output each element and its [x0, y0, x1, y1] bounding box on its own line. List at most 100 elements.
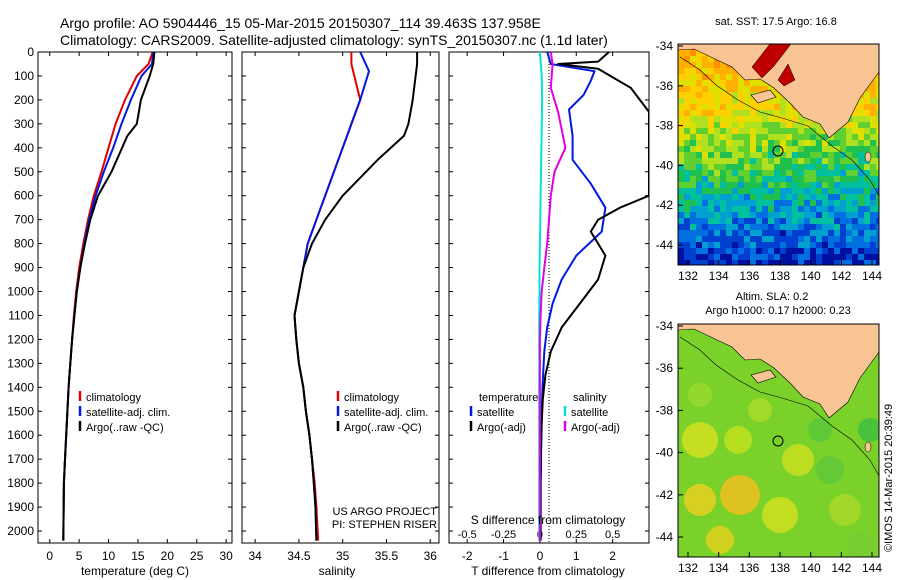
sst-cell	[810, 242, 816, 248]
sst-cell	[810, 158, 816, 164]
sst-cell	[798, 218, 804, 224]
sst-map-frame	[677, 43, 880, 266]
sst-cell	[858, 104, 864, 110]
sst-cell	[834, 200, 840, 206]
sst-cell	[792, 230, 798, 236]
lat-tick-label: -36	[656, 79, 674, 93]
sst-cell	[714, 104, 720, 110]
sst-cell	[732, 260, 738, 265]
sst-cell	[780, 98, 786, 104]
sst-cell	[864, 98, 870, 104]
sst-cell	[786, 176, 792, 182]
sst-cell	[732, 128, 738, 134]
sst-cell	[720, 104, 726, 110]
sst-cell	[858, 218, 864, 224]
sst-cell	[816, 140, 822, 146]
sst-cell	[702, 152, 708, 158]
sst-cell	[804, 230, 810, 236]
salinity-legend: climatology satellite-adj. clim. Argo(..ra…	[336, 391, 428, 434]
sst-cell	[738, 164, 744, 170]
sst-cell	[744, 254, 750, 260]
sst-cell	[774, 110, 780, 116]
sst-cell	[792, 248, 798, 254]
sst-cell	[720, 122, 726, 128]
sst-cell	[780, 194, 786, 200]
sst-cell	[714, 80, 720, 86]
sst-cell	[858, 194, 864, 200]
sst-cell	[708, 164, 714, 170]
sst-cell	[756, 236, 762, 242]
sst-cell	[840, 152, 846, 158]
sst-cell	[876, 140, 879, 146]
lon-tick-label: 142	[831, 561, 851, 575]
sst-cell	[876, 212, 879, 218]
sst-cell	[864, 134, 870, 140]
sst-cell	[678, 164, 684, 170]
sst-map-gulf-st-vincent	[777, 63, 796, 87]
sst-cell	[756, 158, 762, 164]
sst-cell	[678, 206, 684, 212]
sst-cell	[750, 188, 756, 194]
sst-cell	[792, 188, 798, 194]
legend-label: satellite	[571, 407, 608, 419]
sst-cell	[714, 158, 720, 164]
sst-cell	[684, 122, 690, 128]
depth-tick-label: 400	[14, 141, 34, 155]
sst-cell	[762, 122, 768, 128]
sst-cell	[708, 248, 714, 254]
sst-cell	[852, 140, 858, 146]
sst-cell	[714, 176, 720, 182]
sst-cell	[810, 194, 816, 200]
sst-cell	[828, 236, 834, 242]
lon-tick-label: 144	[862, 561, 882, 575]
sst-cell	[720, 236, 726, 242]
sst-cell	[786, 224, 792, 230]
sst-cell	[792, 110, 798, 116]
sst-cell	[804, 236, 810, 242]
sst-cell	[858, 230, 864, 236]
sst-cell	[876, 110, 879, 116]
sst-cell	[684, 50, 690, 56]
sst-cell	[678, 260, 684, 265]
sst-cell	[858, 224, 864, 230]
sst-cell	[858, 200, 864, 206]
sst-cell	[678, 128, 684, 134]
sst-cell	[726, 86, 732, 92]
sst-cell	[756, 254, 762, 260]
sst-cell	[804, 170, 810, 176]
sst-cell	[834, 152, 840, 158]
sst-cell	[852, 122, 858, 128]
sst-cell	[726, 254, 732, 260]
sst-cell	[846, 128, 852, 134]
pi-label: PI: STEPHEN RISER	[332, 519, 437, 531]
sst-cell	[822, 212, 828, 218]
sst-cell	[702, 254, 708, 260]
sst-cell	[828, 206, 834, 212]
sst-cell	[744, 146, 750, 152]
sst-cell	[762, 254, 768, 260]
sst-cell	[768, 194, 774, 200]
sst-cell	[738, 128, 744, 134]
sst-cell	[738, 122, 744, 128]
sst-cell	[876, 218, 879, 224]
sst-cell	[690, 176, 696, 182]
sst-cell	[762, 182, 768, 188]
sst-cell	[798, 242, 804, 248]
sla-anomaly	[720, 475, 760, 515]
title-line-1: Argo profile: AO 5904446_15 05-Mar-2015 …	[60, 15, 541, 31]
sst-cell	[852, 218, 858, 224]
sst-cell	[846, 218, 852, 224]
sst-cell	[816, 194, 822, 200]
sst-cell	[702, 218, 708, 224]
sst-cell	[864, 230, 870, 236]
sst-cell	[684, 194, 690, 200]
sst-cell	[840, 164, 846, 170]
sst-cell	[774, 152, 780, 158]
sst-cell	[696, 86, 702, 92]
sst-cell	[774, 236, 780, 242]
sst-cell	[780, 248, 786, 254]
sst-cell	[762, 140, 768, 146]
s-tick-label: -0.5	[458, 529, 477, 541]
sst-cell	[816, 230, 822, 236]
sst-cell	[756, 170, 762, 176]
